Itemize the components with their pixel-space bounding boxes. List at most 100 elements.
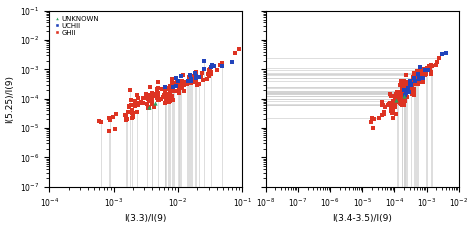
Point [206,74,213,77]
Point [398,94,405,98]
Point [411,81,419,85]
Point [442,52,450,55]
Point [398,96,406,100]
Point [392,103,399,107]
Point [414,74,421,78]
Point [412,71,420,75]
Point [414,77,421,81]
Point [147,99,155,103]
Point [391,98,399,101]
Point [197,75,205,78]
Point [155,91,162,95]
Point [170,98,177,101]
Point [144,105,151,109]
Point [191,71,199,75]
Point [152,94,160,97]
Point [401,90,409,93]
Point [162,89,169,93]
Point [416,80,424,84]
Point [419,80,427,84]
Point [146,105,153,109]
Point [390,104,398,108]
Point [401,93,409,97]
Point [403,95,410,99]
Point [207,71,215,74]
Point [173,90,180,93]
Point [164,93,171,97]
Point [179,81,187,84]
Point [165,100,173,104]
Point [407,83,415,87]
Point [134,103,141,107]
Point [192,76,200,79]
Point [400,79,408,83]
Point [401,99,409,103]
Point [386,93,393,96]
Point [389,111,396,114]
Point [177,80,185,83]
Point [161,101,169,104]
Point [155,98,163,102]
Point [393,95,401,98]
Point [195,75,203,79]
Point [133,110,140,114]
Point [178,79,185,83]
Point [419,76,427,80]
Point [419,67,427,70]
Legend: UNKNOWN, UCHII, GHII: UNKNOWN, UCHII, GHII [53,14,101,37]
Point [400,93,407,97]
Point [231,51,239,55]
Point [166,85,174,88]
Point [380,112,387,116]
X-axis label: I(3.3)/I(9): I(3.3)/I(9) [125,214,167,224]
Point [148,95,155,98]
Point [415,82,422,86]
Point [399,87,406,91]
Point [161,93,168,97]
Point [391,105,398,109]
Point [195,75,202,79]
Point [410,76,418,80]
Point [191,72,199,76]
Point [405,87,412,91]
Point [123,118,130,122]
Point [192,78,200,82]
Point [155,95,162,99]
Point [398,103,406,107]
Point [133,101,141,104]
Point [216,63,224,67]
Point [391,97,399,101]
Point [396,101,404,105]
Point [193,83,201,87]
Point [172,83,179,87]
Point [128,111,136,115]
Point [161,90,169,94]
Point [394,98,402,102]
Point [135,101,142,105]
Point [126,88,133,92]
Point [414,81,421,84]
Point [403,85,410,89]
Point [380,110,388,114]
Point [402,91,410,95]
Point [401,91,409,95]
Point [409,92,416,95]
Point [408,84,416,88]
Point [405,90,413,94]
Point [399,99,407,103]
Point [392,112,400,116]
Point [157,97,164,101]
Point [166,90,174,94]
Point [106,130,113,133]
Point [162,93,169,97]
Point [195,82,202,85]
Point [398,95,405,98]
Point [379,100,386,104]
Point [427,63,434,66]
Point [428,70,435,74]
Point [187,80,194,84]
Point [370,117,378,121]
Point [397,97,404,101]
Point [151,105,158,109]
Point [398,90,405,94]
